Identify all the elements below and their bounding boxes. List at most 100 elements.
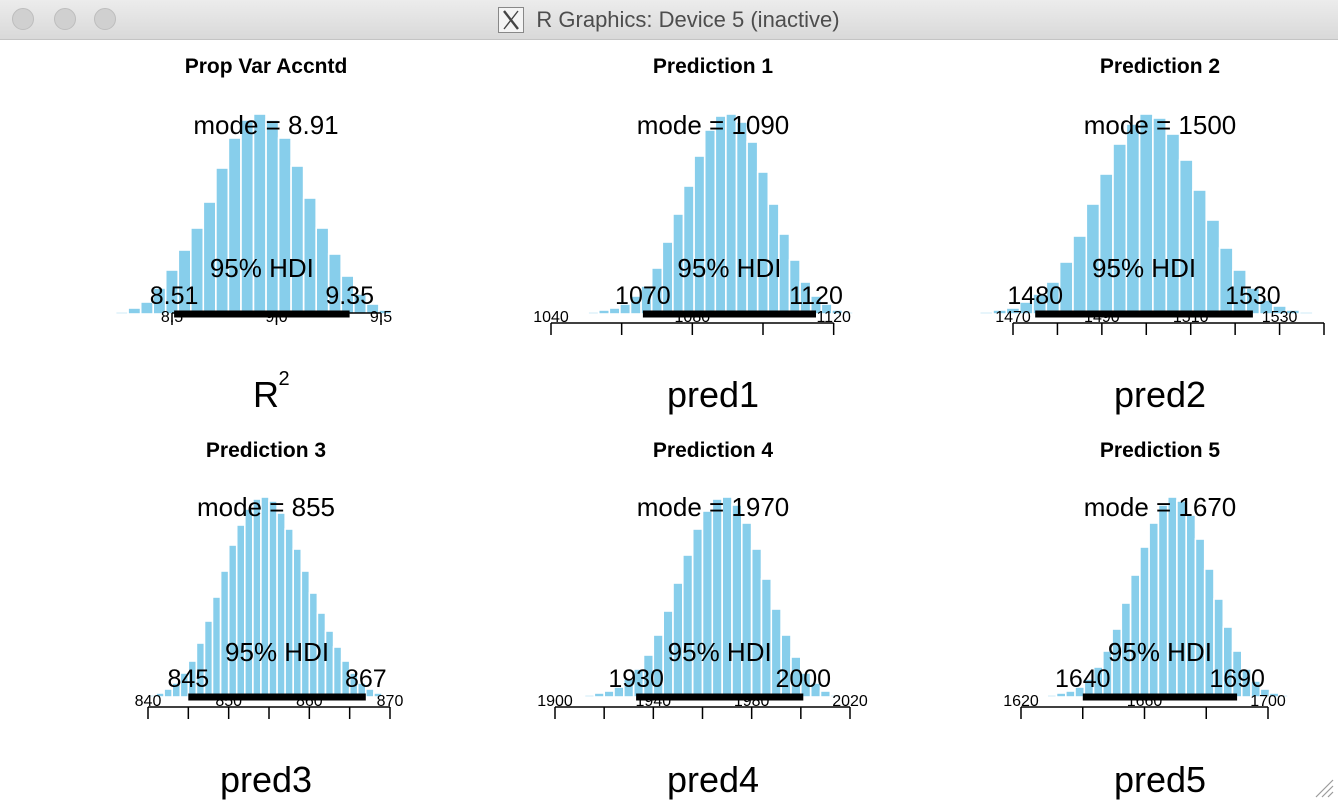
histogram-bar — [365, 303, 380, 315]
histogram-bar — [820, 303, 833, 315]
mode-label: mode = 1090 — [637, 110, 790, 140]
hdi-low-label: 1480 — [1007, 282, 1063, 310]
histogram-bar — [227, 544, 238, 698]
histogram-bar — [1129, 574, 1141, 698]
x-tick-label: 9.0 — [265, 309, 287, 326]
histogram-bar — [227, 137, 242, 315]
x-tick-label: 9.5 — [370, 309, 392, 326]
mode-label: mode = 1970 — [637, 492, 790, 522]
hdi-low-label: 1640 — [1055, 665, 1111, 693]
histogram-bar — [1205, 219, 1221, 315]
histogram-bar — [332, 646, 343, 698]
x-tick-label: 840 — [135, 693, 162, 710]
x-axis-label: R — [253, 374, 279, 415]
histogram-panel-3: Prediction 2 mode = 1500 95% HDI 1480 1530 14… — [978, 55, 1325, 415]
hdi-label: 95% HDI — [1092, 253, 1196, 283]
histogram-bar — [268, 500, 278, 698]
panel-title: Prediction 1 — [653, 55, 774, 78]
resize-grip-icon — [1315, 779, 1334, 798]
histogram-bar — [1178, 159, 1194, 315]
hdi-low-label: 8.51 — [150, 282, 199, 310]
histogram-bar — [740, 522, 753, 698]
histogram-bar — [1072, 235, 1088, 315]
x-tick-label: 8.5 — [161, 309, 183, 326]
histogram-bar — [1278, 694, 1289, 698]
histogram-bar — [265, 119, 280, 315]
hdi-high-label: 1120 — [789, 282, 843, 310]
panel-title: Prediction 2 — [1100, 55, 1220, 78]
x-tick-label: 1510 — [1173, 309, 1209, 326]
zoom-button[interactable] — [94, 8, 116, 30]
histogram-bar — [693, 155, 706, 315]
histogram-bar — [583, 694, 596, 698]
histogram-bar — [691, 528, 704, 698]
plot-area: Prop Var Accntd mode = 8.91 95% HDI 8.51 9.3… — [0, 41, 1338, 802]
histogram-bar — [1098, 173, 1114, 315]
hdi-label: 95% HDI — [668, 637, 772, 667]
x-tick-label: 1620 — [1003, 693, 1039, 710]
histogram-bar — [1176, 500, 1188, 698]
histogram-bar — [114, 311, 129, 315]
histogram-bar — [252, 498, 262, 698]
histogram-bar — [1125, 123, 1141, 315]
histogram-bar — [593, 692, 605, 698]
histogram-bar — [735, 121, 748, 315]
x-tick-label: 1700 — [1250, 693, 1286, 710]
panel-title: Prediction 4 — [653, 439, 774, 462]
x-tick-label: 860 — [296, 693, 323, 710]
hdi-low-label: 1070 — [615, 282, 671, 310]
histogram-bar — [235, 524, 246, 698]
histogram-bar — [681, 554, 694, 698]
plot-canvas: Prop Var Accntd mode = 8.91 95% HDI 8.51 9.3… — [114, 55, 1325, 800]
histogram-bar — [1148, 522, 1160, 698]
histogram-bar — [373, 692, 383, 698]
x-tick-label: 1980 — [734, 693, 770, 710]
mode-label: mode = 1500 — [1084, 110, 1237, 140]
histogram-bar — [292, 548, 303, 698]
histogram-bar — [215, 167, 230, 315]
histogram-bar — [211, 596, 222, 698]
x-tick-label: 1040 — [533, 309, 569, 326]
x-axis-label: pred1 — [667, 374, 759, 415]
histogram-bar — [597, 309, 611, 315]
histogram-bar — [841, 311, 854, 315]
hdi-high-label: 1690 — [1209, 665, 1265, 693]
hdi-high-label: 2000 — [775, 665, 831, 693]
histogram-bar — [809, 682, 822, 698]
histogram-bar — [300, 570, 311, 698]
panel-title: Prop Var Accntd — [185, 55, 348, 78]
hdi-label: 95% HDI — [677, 253, 781, 283]
histogram-bar — [252, 113, 267, 315]
histogram-bar — [1194, 538, 1206, 698]
close-button[interactable] — [12, 8, 34, 30]
histogram-bar — [711, 498, 723, 698]
histogram-bar — [1152, 117, 1168, 315]
histogram-bar — [750, 548, 763, 698]
histogram-bar — [819, 690, 832, 698]
resize-grip[interactable] — [1312, 776, 1334, 798]
histogram-bar — [284, 528, 295, 698]
histogram-bar — [829, 694, 841, 698]
hdi-high-label: 9.35 — [325, 282, 374, 310]
histogram-bar — [731, 504, 743, 698]
x-tick-label: 1530 — [1262, 309, 1298, 326]
histogram-bar — [127, 307, 142, 315]
window-title: R Graphics: Device 5 (inactive) — [536, 7, 840, 32]
x-tick-label: 1080 — [675, 309, 711, 326]
x11-icon — [498, 7, 525, 33]
histogram-bar — [290, 165, 305, 315]
histogram-panel-4: Prediction 3 mode = 855 95% HDI 845 867 840 85… — [135, 439, 404, 800]
histogram-bar — [276, 512, 287, 698]
histogram-bar — [277, 137, 292, 315]
mode-label: mode = 8.91 — [193, 110, 338, 140]
histogram-bar — [1157, 504, 1169, 698]
x-tick-label: 1900 — [537, 693, 573, 710]
x-tick-label: 1120 — [816, 309, 851, 326]
x-axis-label-superscript: 2 — [278, 368, 289, 390]
histogram-bar — [725, 113, 738, 315]
x-tick-label: 1490 — [1084, 309, 1120, 326]
hdi-high-label: 1530 — [1225, 282, 1281, 310]
minimize-button[interactable] — [54, 8, 76, 30]
